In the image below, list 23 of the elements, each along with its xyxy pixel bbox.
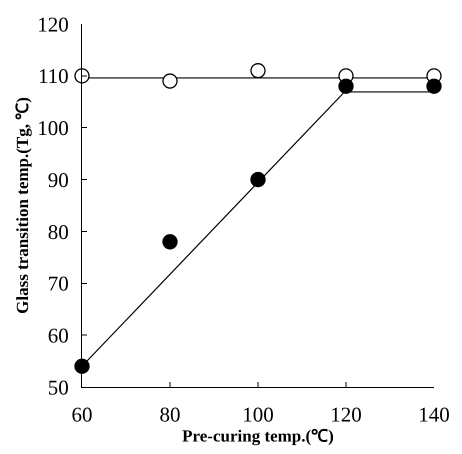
point [74, 358, 90, 374]
x-tick-label: 60 [72, 402, 92, 426]
y-tick-label: 50 [48, 375, 69, 400]
y-axis-title: Glass transition temp.(Tg, ℃) [12, 97, 32, 314]
y-tick-label: 100 [37, 116, 69, 140]
point [250, 63, 266, 78]
y-tick-label: 120 [37, 12, 69, 36]
point [426, 78, 442, 94]
y-tick-label: 80 [48, 220, 69, 244]
x-axis-title: Pre-curing temp.(℃) [182, 426, 334, 446]
x-tick-label: 120 [330, 402, 362, 426]
y-tick-label: 60 [48, 323, 69, 348]
point [338, 78, 354, 94]
x-tick-label: 140 [418, 402, 450, 426]
y-tick-label: 70 [48, 272, 69, 296]
point [74, 68, 90, 84]
x-tick-label: 100 [242, 402, 274, 426]
point [162, 73, 178, 89]
point [250, 172, 266, 188]
point [162, 234, 178, 250]
y-tick-label: 90 [48, 168, 69, 192]
x-tick-label: 80 [160, 402, 180, 426]
y-tick-label: 110 [38, 64, 69, 88]
